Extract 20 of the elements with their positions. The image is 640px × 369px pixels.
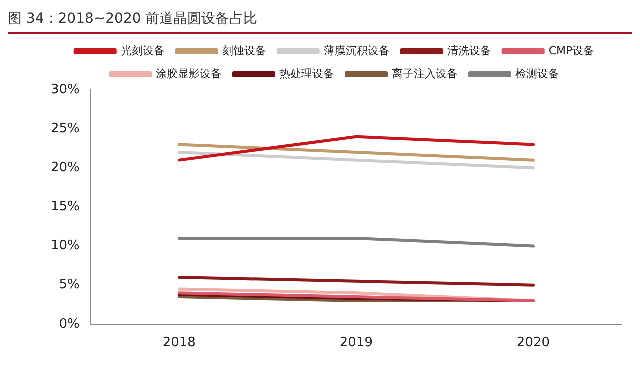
chart-title: 图 34：2018~2020 前道晶圆设备占比 <box>8 8 632 34</box>
legend-label: CMP设备 <box>548 44 595 58</box>
legend-label: 薄膜沉积设备 <box>324 44 390 58</box>
legend-label: 光刻设备 <box>120 44 165 58</box>
y-tick-label: 15% <box>50 200 80 215</box>
x-tick-label: 2018 <box>162 336 196 351</box>
y-tick-label: 0% <box>59 316 80 332</box>
y-tick-label: 30% <box>50 82 80 98</box>
y-tick-label: 20% <box>50 160 80 176</box>
y-tick-label: 10% <box>50 238 80 254</box>
legend-label: 涂胶显影设备 <box>156 67 222 80</box>
legend-label: 检测设备 <box>516 67 560 80</box>
x-tick-label: 2019 <box>340 336 373 351</box>
legend-label: 清洗设备 <box>447 44 492 58</box>
x-tick-label: 2020 <box>516 336 550 351</box>
y-tick-label: 25% <box>50 121 80 136</box>
legend-label: 刻蚀设备 <box>222 44 266 58</box>
legend-label: 离子注入设备 <box>392 67 458 80</box>
legend-label: 热处理设备 <box>280 67 334 80</box>
y-tick-label: 5% <box>59 278 80 293</box>
